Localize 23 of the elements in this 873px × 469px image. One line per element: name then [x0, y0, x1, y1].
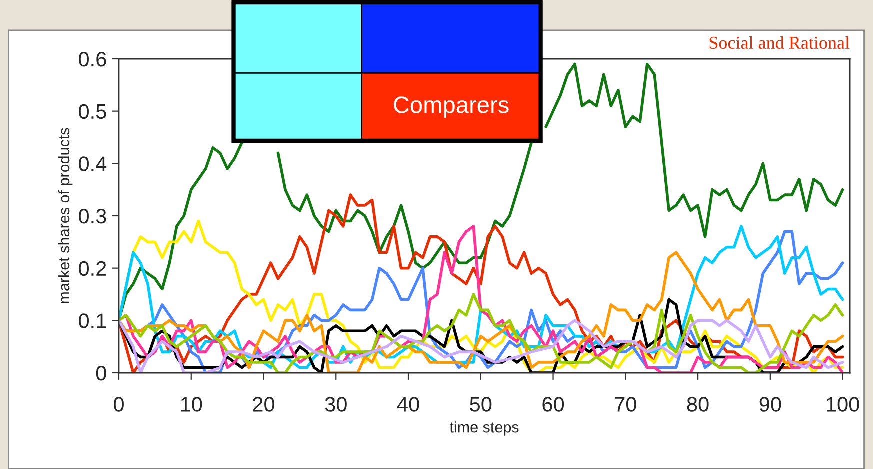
x-axis-title: time steps [450, 422, 519, 436]
x-tick-label: 90 [760, 397, 782, 412]
y-tick-label: 0.4 [79, 156, 107, 172]
y-tick-label: 0.5 [79, 104, 106, 120]
x-tick-label: 70 [615, 397, 636, 412]
y-tick-label: 0.6 [79, 52, 106, 67]
x-tick-label: 20 [253, 397, 275, 412]
x-tick-label: 30 [325, 397, 347, 412]
x-tick-label: 60 [542, 397, 564, 412]
x-tick-label: 50 [470, 397, 492, 412]
y-tick-label: 0.3 [79, 209, 106, 224]
x-tick-label: 100 [827, 397, 860, 412]
x-tick-label: 0 [114, 397, 124, 412]
annotation: Comparers [394, 96, 509, 118]
y-tick-label: 0.2 [79, 261, 106, 276]
x-tick-label: 10 [181, 397, 202, 412]
y-tick-label: 0.1 [79, 314, 106, 328]
y-axis-title: market shares of products [58, 128, 73, 304]
line-series [118, 319, 844, 373]
x-tick-label: 40 [397, 397, 420, 412]
text: Social and Rational [710, 36, 850, 50]
x-tick-label: 80 [687, 397, 709, 412]
y-tick-label: 0 [96, 366, 106, 381]
